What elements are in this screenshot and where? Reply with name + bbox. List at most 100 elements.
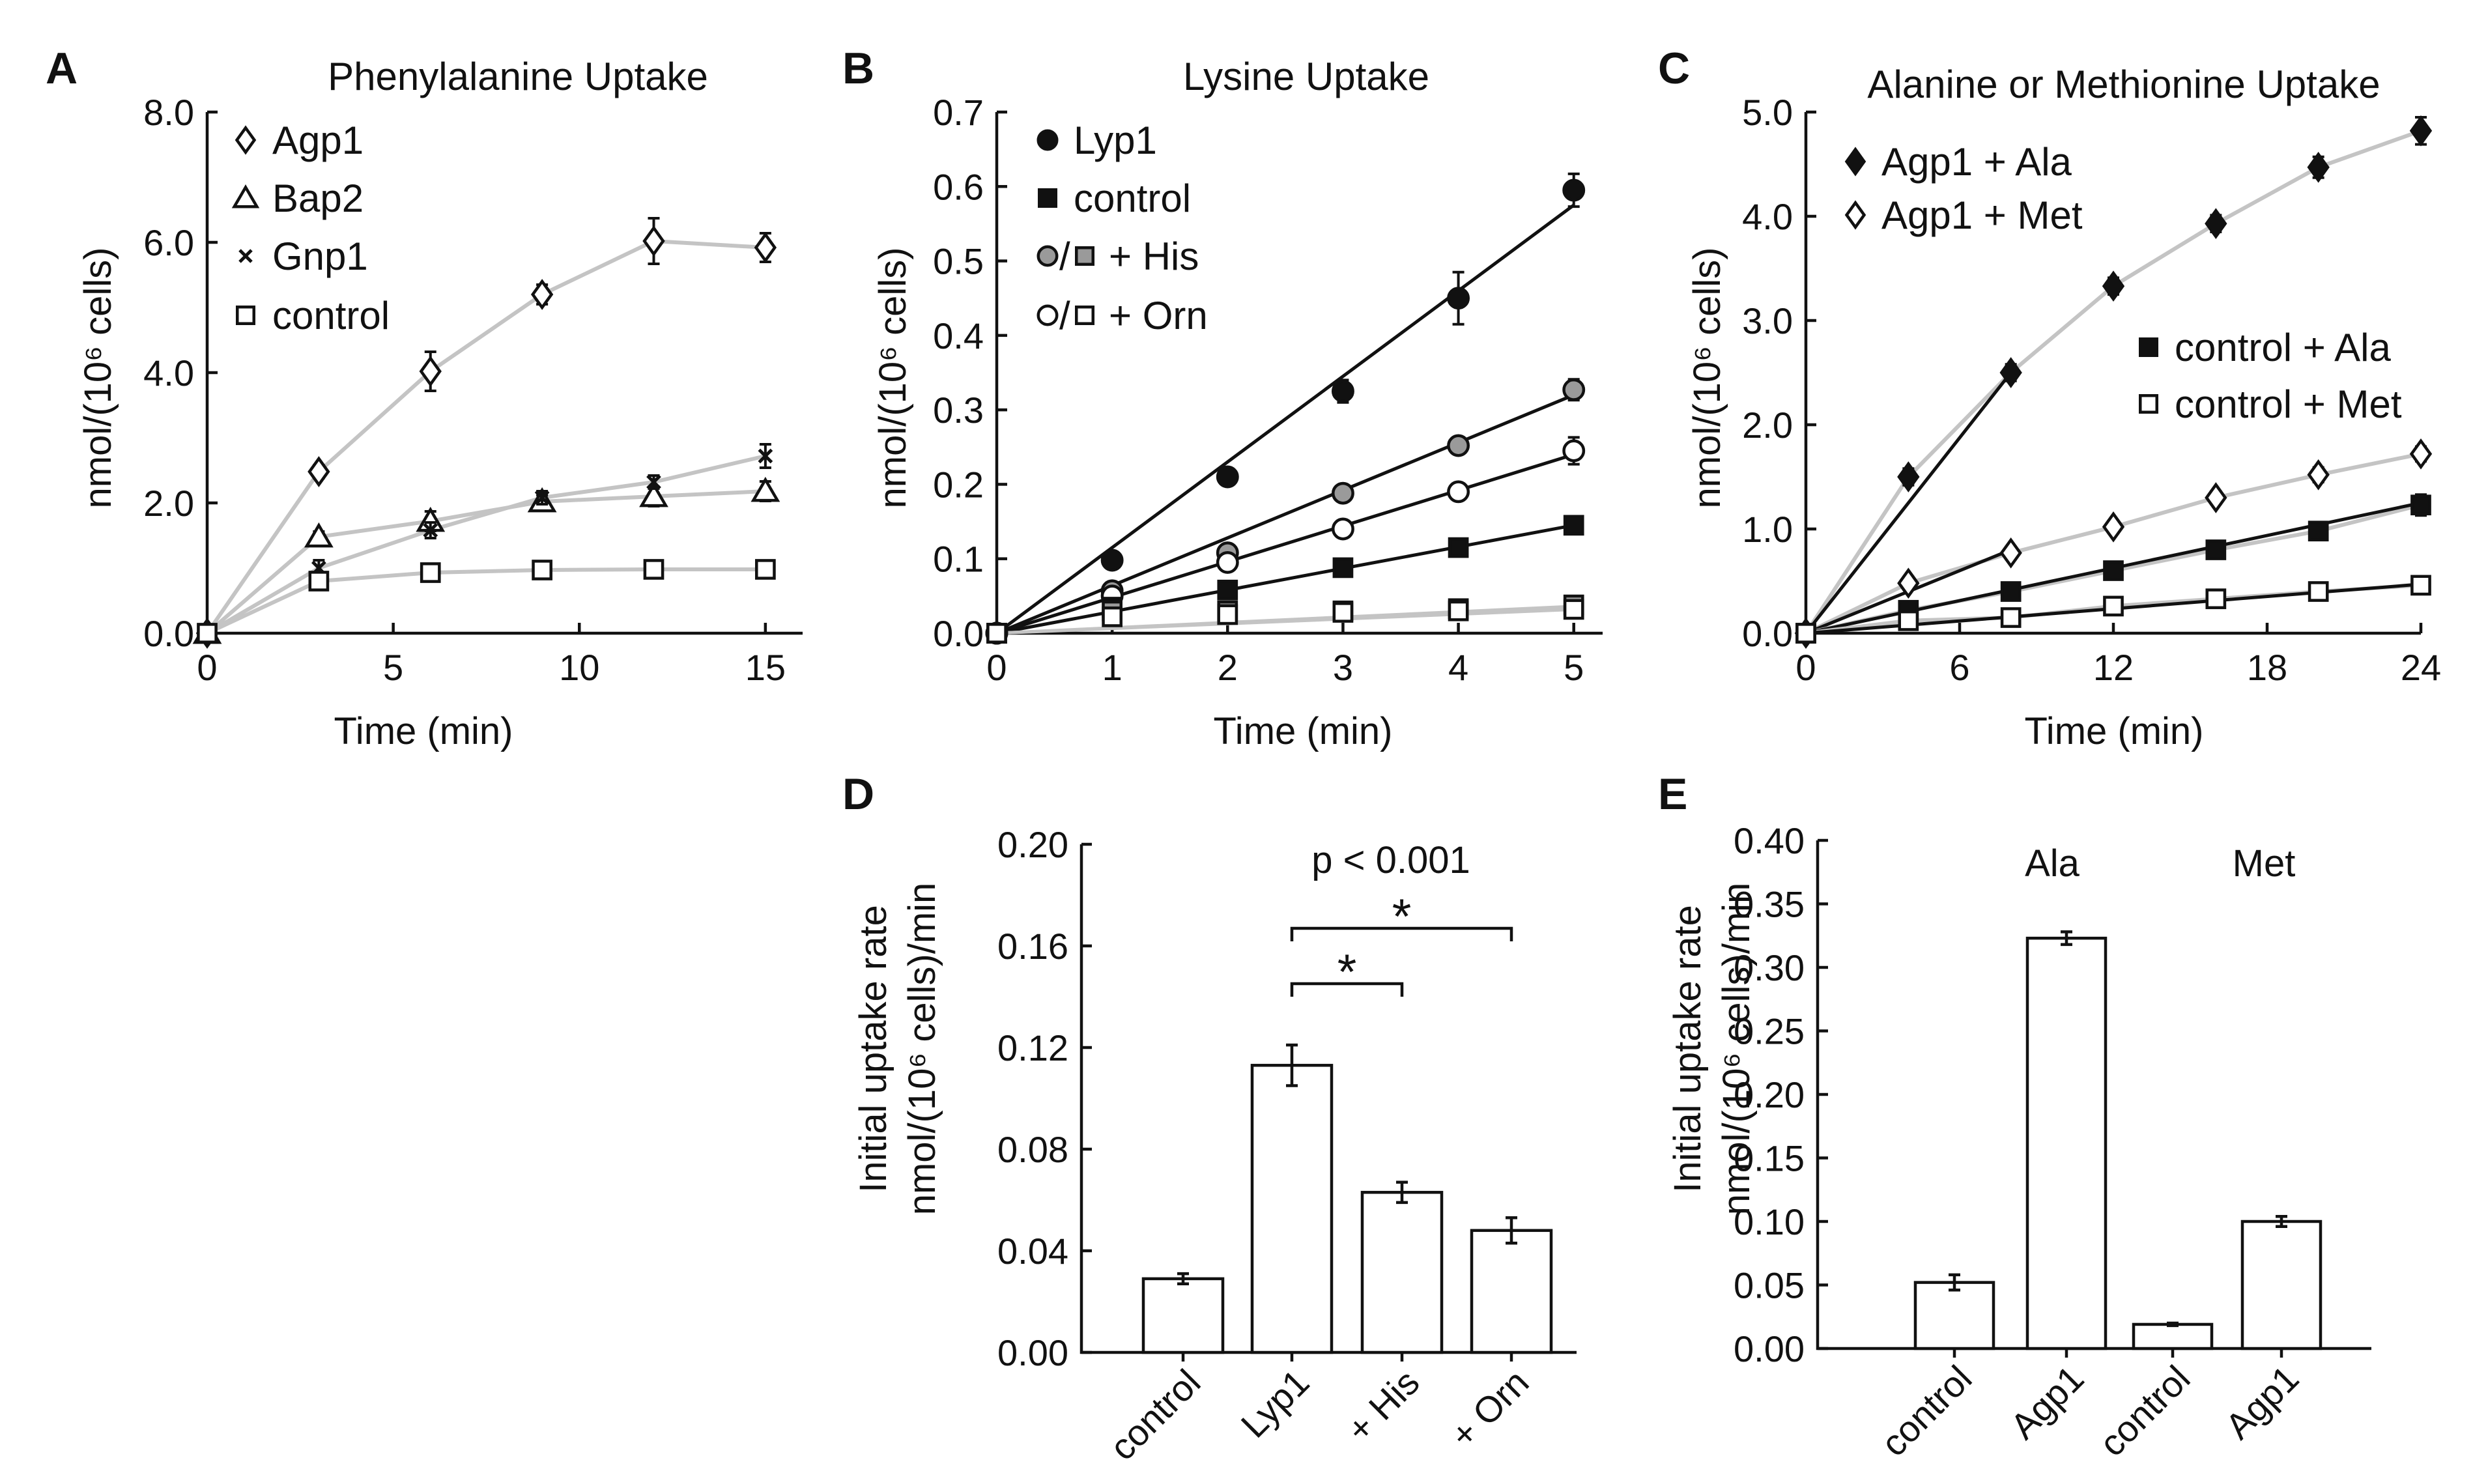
legend-marker-agp1-met-shape xyxy=(1844,200,1866,230)
y-tick-label: 8.0 xyxy=(143,92,194,133)
panel-c-title: Alanine or Methionine Uptake xyxy=(1867,63,2380,106)
data-point-control xyxy=(308,571,330,592)
data-point-lyp1 xyxy=(1331,380,1354,403)
legend-marker-bap2-shape xyxy=(231,184,260,208)
panel-a-title: Phenylalanine Uptake xyxy=(328,55,708,98)
legend-item-his: / + His xyxy=(1036,235,1199,278)
series-line-gnp1 xyxy=(206,454,766,635)
x-tick-label: 0 xyxy=(197,647,217,688)
legend-item-control-ala: control + Ala xyxy=(2139,326,2392,369)
data-point-lyp1-his xyxy=(1447,434,1470,457)
panel-letter-a: A xyxy=(46,44,78,93)
panel-letter-b: B xyxy=(842,44,874,93)
legend-marker-agp1-ala-shape xyxy=(1844,147,1866,177)
panel-c: C Alanine or Methionine Uptake Time (min… xyxy=(1658,44,2441,752)
data-point-agp1-ala xyxy=(2409,115,2433,147)
data-point-control-ala xyxy=(2308,521,2329,542)
data-point-control-met xyxy=(2103,595,2124,617)
data-point-control-orn xyxy=(986,623,1007,644)
x-tick-label: 12 xyxy=(2093,647,2134,688)
y-tick-label: 1.0 xyxy=(1742,509,1793,550)
legend-marker-orn-square xyxy=(1075,306,1094,325)
data-point-bap2 xyxy=(750,476,780,502)
data-point-agp1-met xyxy=(2102,511,2125,543)
legend-item-bap2: Bap2 xyxy=(231,177,364,220)
data-point-bap2 xyxy=(304,522,334,548)
data-point-lyp1-orn xyxy=(1562,439,1586,463)
data-point-control-orn xyxy=(1332,602,1354,623)
panel-b-title: Lysine Uptake xyxy=(1183,55,1429,98)
series-line-agp1 xyxy=(205,238,766,635)
error-bar-control xyxy=(1949,1273,1960,1292)
panel-e-ylabel-line1: Initial uptake rate xyxy=(1666,905,1709,1193)
p-value-annotation: p < 0.001 xyxy=(1311,839,1470,881)
data-point-lyp1-orn xyxy=(1216,550,1239,574)
fit-line-lyp1-orn xyxy=(996,453,1575,635)
x-tick-label: 10 xyxy=(559,647,599,688)
legend-label-orn: + Orn xyxy=(1109,294,1208,337)
data-point-control xyxy=(197,623,218,644)
data-point-control-orn xyxy=(1448,600,1469,621)
panel-c-legend: Agp1 + Ala Agp1 + Met control + Ala cont… xyxy=(1844,140,2402,426)
panel-d: D Initial uptake rate nmol/(10⁶ cells)/m… xyxy=(842,769,1577,1468)
legend-marker-his-circle xyxy=(1036,245,1059,267)
x-tick-label: 4 xyxy=(1448,647,1468,688)
legend-marker-orn-circle-shape xyxy=(1036,304,1059,326)
x-tick-label-control: control xyxy=(1102,1362,1208,1468)
error-bar-agp1 xyxy=(2276,1214,2287,1229)
legend-marker-agp1-met xyxy=(1844,200,1866,230)
data-point-control-met xyxy=(2308,581,2329,602)
significance-star-orn: * xyxy=(1392,889,1412,945)
legend-item-gnp1: Gnp1 xyxy=(238,235,368,278)
y-tick-label: 0.7 xyxy=(933,92,984,133)
data-point-bap2 xyxy=(639,481,668,507)
y-tick-label: 0.10 xyxy=(1734,1201,1805,1242)
x-tick-label-control: control xyxy=(1873,1358,1979,1464)
x-tick-label: 5 xyxy=(1564,647,1584,688)
y-tick-label: 0.30 xyxy=(1734,947,1805,988)
y-tick-label: 0.16 xyxy=(997,926,1068,967)
legend-separator-his: / xyxy=(1059,235,1070,278)
data-point-agp1-met xyxy=(2205,482,2227,513)
legend-marker-gnp1 xyxy=(238,249,253,263)
legend-label-control: control xyxy=(1074,177,1191,220)
x-tick-label: 1 xyxy=(1102,647,1122,688)
x-tick-label-his: + His xyxy=(1339,1362,1427,1450)
legend-separator-orn: / xyxy=(1059,294,1070,337)
bar-control xyxy=(1913,1281,1995,1350)
data-point-control-met xyxy=(1898,610,1919,631)
data-point-control-met xyxy=(2000,607,2022,628)
y-tick-label: 0.0 xyxy=(143,613,194,654)
data-point-control-met xyxy=(1795,623,1816,644)
data-point-lyp1 xyxy=(1216,465,1239,489)
group-label-ala: Ala xyxy=(2025,842,2080,885)
data-point-agp1-ala xyxy=(1897,461,1920,492)
x-tick-label: 24 xyxy=(2401,647,2441,688)
panel-a-legend: Agp1 Bap2 Gnp1 control xyxy=(231,119,390,337)
data-point-lyp1 xyxy=(1562,178,1586,202)
legend-marker-control xyxy=(236,306,255,325)
legend-label-control-ala: control + Ala xyxy=(2175,326,2392,369)
y-tick-label: 0.00 xyxy=(997,1332,1068,1373)
fit-line-control xyxy=(996,523,1575,635)
panel-e-plot: 0.00 0.05 0.10 0.15 0.20 0.25 0.30 0.35 0.40 cont… xyxy=(1734,820,2371,1464)
legend-label-agp1: Agp1 xyxy=(272,119,364,162)
legend-marker-agp1 xyxy=(235,125,257,155)
series-line-control xyxy=(206,567,765,635)
x-tick-label-agp1: Agp1 xyxy=(2002,1358,2091,1447)
panel-c-axes xyxy=(1804,112,2421,635)
legend-label-bap2: Bap2 xyxy=(272,177,364,220)
legend-label-control-met: control + Met xyxy=(2175,382,2402,426)
y-tick-label: 4.0 xyxy=(143,352,194,393)
data-point-agp1 xyxy=(307,456,330,487)
legend-marker-his-square xyxy=(1075,246,1094,266)
x-tick-label-orn: + Orn xyxy=(1442,1362,1537,1456)
legend-marker-control xyxy=(1038,188,1057,208)
panel-a-ylabel: nmol/(10⁶ cells) xyxy=(77,248,119,509)
legend-item-lyp1: Lyp1 xyxy=(1036,119,1157,162)
y-tick-label: 0.6 xyxy=(933,166,984,207)
legend-label-his: + His xyxy=(1109,235,1199,278)
data-point-control-orn xyxy=(1102,606,1122,627)
y-tick-label: 0.05 xyxy=(1734,1265,1805,1306)
data-point-control-met xyxy=(2205,588,2227,610)
